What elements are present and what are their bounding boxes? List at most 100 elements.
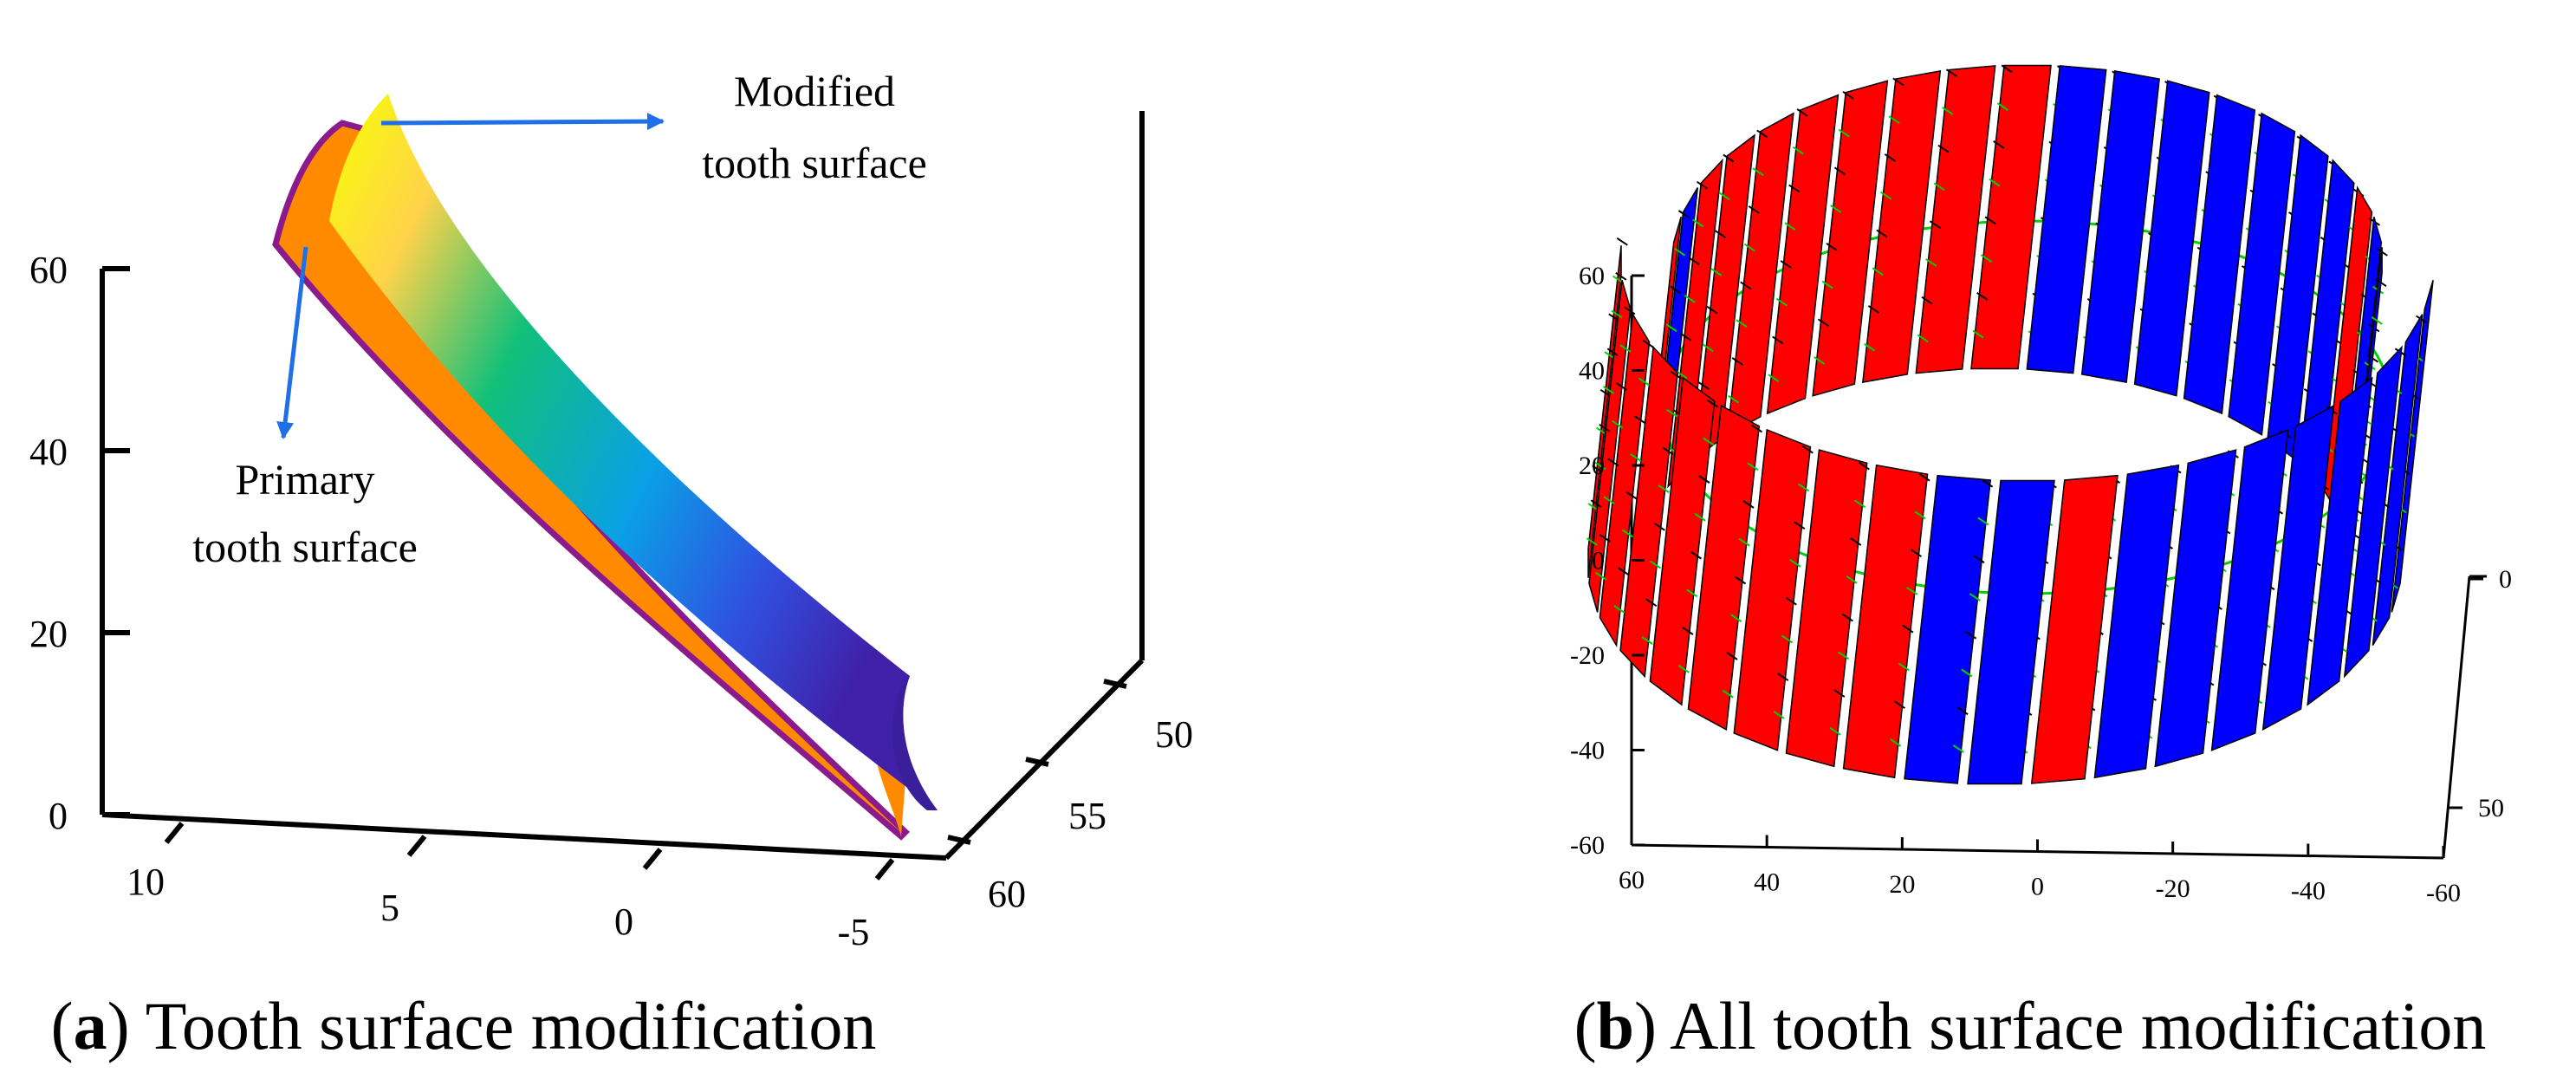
b-x-tick-label: 0 — [2031, 873, 2044, 901]
gear-root-hatch — [1612, 419, 1624, 429]
gear-root-hatch — [1677, 210, 1690, 218]
gear-root-hatch — [1876, 229, 1888, 238]
b-x-tick-label: 60 — [1619, 866, 1645, 894]
a-y-tick-label: 60 — [988, 873, 1026, 915]
panel-b-chart: 60 40 20 0 -20 -40 -60 60 40 20 0 -20 -40 -60 0 50 (b) … — [1570, 64, 2512, 1063]
gear-root-hatch — [1989, 178, 2001, 187]
gear-tooth — [1904, 474, 1992, 784]
gear-root-hatch — [1775, 297, 1788, 307]
gear-root-hatch — [1969, 593, 1981, 601]
gear-root-hatch — [1796, 108, 1808, 117]
gear-root-hatch — [1599, 534, 1611, 543]
panel-b-caption: (b) All tooth surface modification — [1574, 988, 2487, 1063]
gear-root-hatch — [1679, 332, 1692, 341]
gear-tooth — [2307, 376, 2373, 706]
gear-root-hatch — [1742, 500, 1755, 509]
a-x-axis-line — [101, 812, 947, 861]
gear-root-hatch — [1777, 673, 1789, 681]
b-z-tick-label: -20 — [1570, 641, 1605, 670]
gear-root-hatch — [1801, 445, 1814, 454]
a-x-tick-label: 10 — [127, 861, 165, 903]
gear-root-hatch — [1872, 267, 1884, 276]
a-x-tick-label: 5 — [380, 887, 399, 929]
gear-tooth — [2093, 464, 2180, 779]
gear-root-hatch — [1838, 128, 1850, 138]
a-x-tick-mark — [642, 848, 663, 870]
gear-root-hatch — [1602, 386, 1615, 394]
b-x-tick-label: -40 — [2291, 877, 2326, 906]
gear-root-hatch — [1722, 689, 1734, 699]
gear-root-hatch — [1706, 305, 1718, 315]
gear-root-hatch — [1906, 587, 1918, 595]
gear-root-hatch — [1910, 549, 1923, 558]
gear-root-hatch — [1841, 613, 1853, 622]
gear-tooth — [2228, 112, 2296, 436]
gear-root-hatch — [1917, 334, 1929, 343]
gear-root-hatch — [1586, 537, 1599, 546]
gear-tooth — [1588, 279, 1632, 613]
gear-root-hatch — [1854, 499, 1866, 509]
gear-root-hatch — [1615, 382, 1627, 391]
gear-root-hatch — [1850, 537, 1862, 546]
gear-root-hatch — [1826, 242, 1838, 251]
a-x-tick-label: 0 — [614, 900, 633, 943]
gear-root-hatch — [1888, 115, 1900, 124]
gear-tooth — [2261, 404, 2335, 731]
gear-root-hatch — [1977, 517, 1989, 526]
a-z-tick-label: 20 — [29, 613, 68, 655]
a-x-tick-label: -5 — [838, 911, 870, 953]
gear-root-hatch — [1606, 348, 1619, 357]
gear-root-hatch — [1772, 335, 1784, 345]
modified-tooth-surface — [329, 94, 938, 810]
gear-root-hatch — [1624, 306, 1636, 315]
gear-root-hatch — [1650, 560, 1662, 569]
gear-root-hatch — [1697, 381, 1710, 390]
gear-root-hatch — [2371, 316, 2383, 325]
modified-label-line2: tooth surface — [702, 139, 927, 187]
gear-root-hatch — [1662, 446, 1674, 456]
gear-root-hatch — [2375, 278, 2387, 288]
primary-annotation-arrow — [276, 246, 308, 439]
gear-tooth — [2133, 80, 2210, 397]
gear-root-hatch — [1842, 90, 1854, 100]
gear-tooth — [1687, 404, 1761, 731]
gear-root-hatch — [1892, 77, 1904, 87]
gear-root-hatch — [1921, 296, 1933, 305]
gear-root-hatch — [1785, 596, 1797, 606]
gear-root-hatch — [2366, 354, 2379, 363]
gear-root-hatch — [1625, 491, 1638, 500]
gear-root-hatch — [1688, 257, 1700, 266]
panel-a-chart: Modified tooth surface Primary tooth sur… — [29, 67, 1193, 1063]
gear-root-hatch — [1942, 107, 1954, 115]
a-x-tick-mark — [874, 858, 895, 881]
gear-root-hatch — [1641, 636, 1653, 645]
gear-tooth — [2391, 279, 2434, 613]
gear-root-hatch — [1925, 258, 1937, 267]
gear-root-hatch — [1723, 153, 1735, 163]
gear-root-hatch — [1884, 153, 1896, 162]
gear-root-hatch — [1670, 285, 1682, 295]
gear-tooth — [1812, 80, 1889, 397]
gear-root-hatch — [1794, 521, 1806, 530]
b-z-tick-label: 40 — [1579, 357, 1605, 386]
gear-root-hatch — [1611, 309, 1623, 319]
a-z-tick-label: 40 — [29, 431, 68, 473]
gear-root-hatch — [1658, 484, 1670, 493]
gear-root-hatch — [1945, 68, 1958, 78]
gear-root-hatch — [1748, 205, 1760, 214]
gear-root-hatch — [1929, 220, 1942, 230]
gear-root-hatch — [1590, 499, 1602, 509]
a-y-tick-label: 50 — [1155, 713, 1193, 756]
b-x-tick-label: -60 — [2426, 879, 2461, 907]
gear-tooth — [1726, 112, 1794, 437]
gear-root-hatch — [1674, 247, 1686, 257]
gear-root-hatch — [1670, 370, 1682, 380]
gear-root-hatch — [1833, 689, 1846, 698]
gear-root-hatch — [1676, 370, 1688, 380]
gear-root-hatch — [1768, 374, 1780, 383]
gear-root-hatch — [1996, 102, 2008, 111]
gear-root-hatch — [1956, 706, 1969, 716]
gear-root-hatch — [1814, 356, 1826, 365]
gear-tooth — [2154, 449, 2237, 768]
